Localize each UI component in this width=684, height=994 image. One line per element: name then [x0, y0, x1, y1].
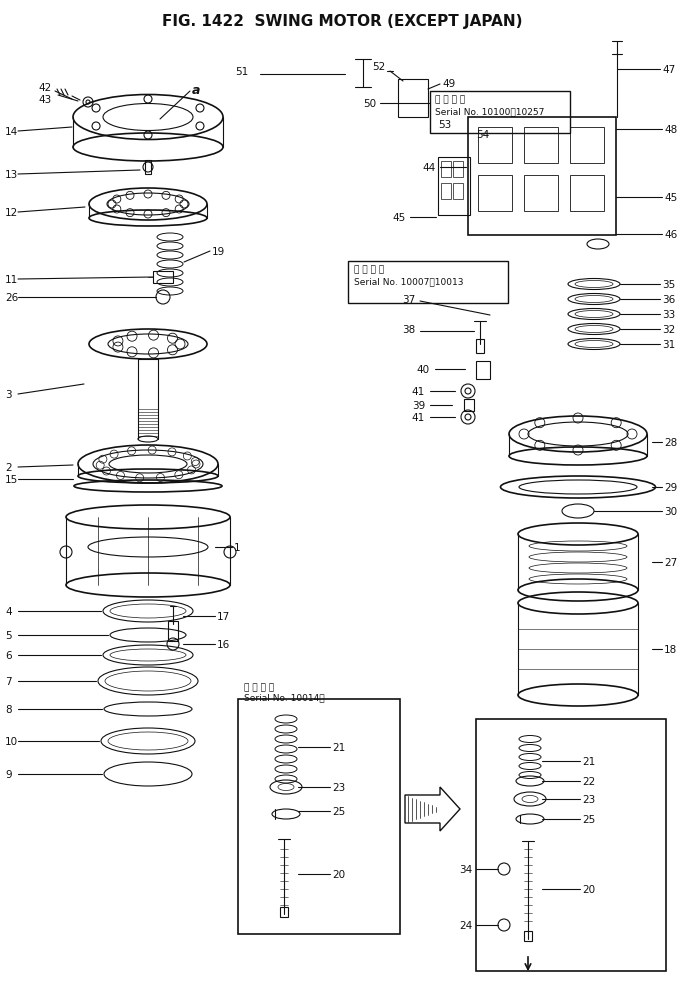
- Bar: [570, 176, 604, 212]
- Bar: [570, 128, 604, 164]
- Bar: [524, 931, 532, 941]
- Text: 45: 45: [393, 213, 406, 223]
- Text: 36: 36: [662, 294, 675, 305]
- Text: 22: 22: [582, 776, 595, 786]
- Text: 53: 53: [438, 120, 451, 130]
- Bar: [430, 91, 570, 134]
- Text: 24: 24: [459, 920, 472, 930]
- Text: 9: 9: [5, 769, 12, 779]
- Text: 12: 12: [5, 208, 18, 218]
- Text: 51: 51: [235, 67, 248, 77]
- Text: 38: 38: [402, 325, 415, 335]
- Text: 43: 43: [38, 94, 51, 105]
- Bar: [441, 184, 451, 200]
- Text: Serial No. 10014～: Serial No. 10014～: [244, 693, 325, 702]
- Text: a: a: [192, 83, 200, 96]
- Text: 33: 33: [662, 310, 675, 320]
- Text: 37: 37: [402, 294, 415, 305]
- Bar: [153, 271, 173, 283]
- Bar: [478, 176, 512, 212]
- Text: 48: 48: [664, 125, 677, 135]
- Bar: [398, 80, 428, 118]
- Text: 5: 5: [5, 630, 12, 640]
- Text: 29: 29: [664, 482, 677, 492]
- Bar: [476, 720, 666, 971]
- Text: 7: 7: [5, 676, 12, 686]
- Bar: [168, 621, 178, 641]
- Text: 26: 26: [5, 292, 18, 303]
- Text: 適 用 号 機: 適 用 号 機: [354, 265, 384, 274]
- Text: 20: 20: [582, 884, 595, 894]
- Text: 13: 13: [5, 170, 18, 180]
- Text: 46: 46: [664, 230, 677, 240]
- Text: 適 用 号 機: 適 用 号 機: [435, 95, 465, 104]
- Text: 52: 52: [371, 62, 385, 72]
- Text: 11: 11: [5, 274, 18, 284]
- Text: 6: 6: [5, 650, 12, 660]
- Bar: [524, 176, 558, 212]
- Text: 適 用 号 機: 適 用 号 機: [244, 683, 274, 692]
- Text: Serial No. 10007～10013: Serial No. 10007～10013: [354, 277, 464, 286]
- Text: 34: 34: [459, 864, 472, 874]
- Text: 32: 32: [662, 325, 675, 335]
- Text: 10: 10: [5, 737, 18, 746]
- Bar: [280, 908, 288, 917]
- Bar: [464, 400, 474, 412]
- Text: 3: 3: [5, 390, 12, 400]
- Text: 21: 21: [332, 743, 345, 752]
- Text: 30: 30: [664, 507, 677, 517]
- Text: 21: 21: [582, 756, 595, 766]
- Text: 23: 23: [332, 782, 345, 792]
- Text: 20: 20: [332, 869, 345, 879]
- Text: Serial No. 10100～10257: Serial No. 10100～10257: [435, 107, 544, 116]
- Text: 2: 2: [5, 462, 12, 472]
- Text: 27: 27: [664, 558, 677, 568]
- Text: 41: 41: [412, 413, 425, 422]
- Text: 40: 40: [417, 365, 430, 375]
- Text: 25: 25: [582, 814, 595, 824]
- Text: 18: 18: [664, 644, 677, 654]
- Bar: [438, 158, 470, 216]
- Text: 15: 15: [5, 474, 18, 484]
- Text: 14: 14: [5, 127, 18, 137]
- Bar: [476, 362, 490, 380]
- Text: 8: 8: [5, 705, 12, 715]
- Text: FIG. 1422  SWING MOTOR (EXCEPT JAPAN): FIG. 1422 SWING MOTOR (EXCEPT JAPAN): [161, 14, 523, 29]
- Text: 1: 1: [234, 543, 241, 553]
- Bar: [453, 162, 463, 178]
- Text: 19: 19: [212, 247, 225, 256]
- Bar: [468, 118, 616, 236]
- Text: 54: 54: [476, 130, 489, 140]
- Bar: [524, 128, 558, 164]
- Bar: [145, 161, 151, 175]
- Text: 41: 41: [412, 387, 425, 397]
- Text: 31: 31: [662, 340, 675, 350]
- Text: 28: 28: [664, 437, 677, 447]
- Text: 25: 25: [332, 806, 345, 816]
- Text: 23: 23: [582, 794, 595, 804]
- Bar: [238, 700, 400, 934]
- Text: 44: 44: [423, 163, 436, 173]
- Text: 17: 17: [217, 611, 231, 621]
- Text: 42: 42: [38, 83, 51, 92]
- Text: 39: 39: [412, 401, 425, 411]
- Bar: [478, 128, 512, 164]
- Bar: [348, 261, 508, 304]
- Text: 47: 47: [662, 65, 675, 75]
- Bar: [476, 340, 484, 354]
- Bar: [453, 184, 463, 200]
- Text: 50: 50: [363, 98, 376, 109]
- Bar: [441, 162, 451, 178]
- Text: 16: 16: [217, 639, 231, 649]
- Text: 49: 49: [442, 79, 456, 88]
- Text: 4: 4: [5, 606, 12, 616]
- Text: 35: 35: [662, 279, 675, 289]
- Text: 45: 45: [664, 193, 677, 203]
